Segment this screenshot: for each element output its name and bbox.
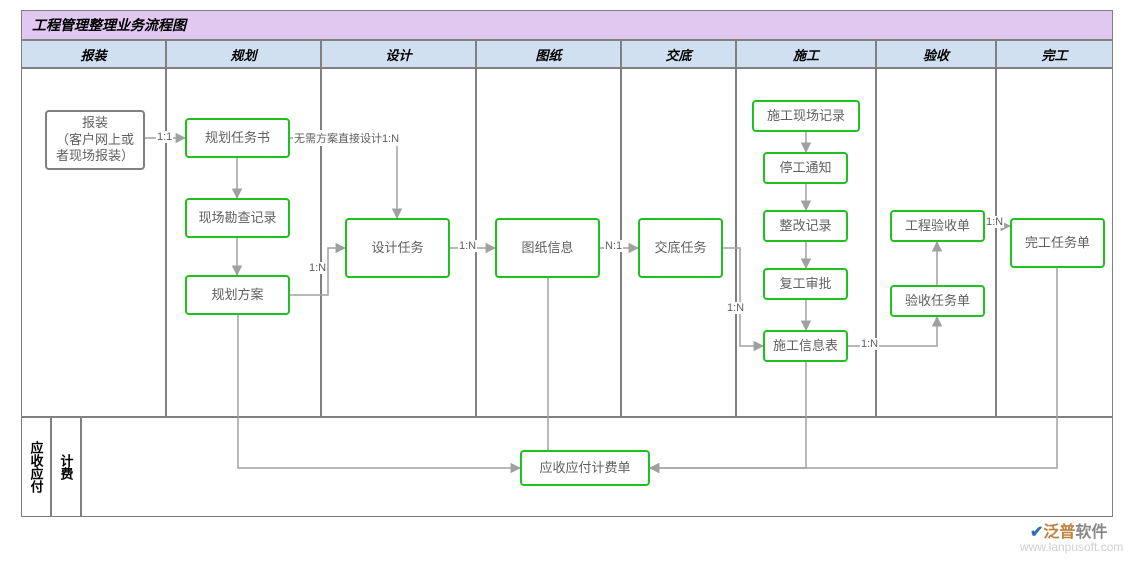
edge-label: 1:N xyxy=(985,216,1004,228)
lane-header-baozhuang: 报装 xyxy=(21,40,166,68)
lane-header-sheji: 设计 xyxy=(321,40,476,68)
node-n_ghfa: 规划方案 xyxy=(185,275,290,315)
edge-label: 1:N xyxy=(308,262,327,274)
edge-label: N:1 xyxy=(604,240,623,252)
node-n_ysrw: 验收任务单 xyxy=(890,285,985,317)
vheader-jifei: 计费 xyxy=(51,417,81,517)
node-n_tzxx: 图纸信息 xyxy=(495,218,600,278)
brand-logo: ✔泛普软件 xyxy=(1030,518,1107,542)
edge-label: 1:N xyxy=(726,302,745,314)
node-n_wgrw: 完工任务单 xyxy=(1010,218,1105,268)
lane-header-shigong: 施工 xyxy=(736,40,876,68)
lane-header-wangong: 完工 xyxy=(996,40,1113,68)
lane-header-guihua: 规划 xyxy=(166,40,321,68)
vheader-ysyf: 应收应付 xyxy=(21,417,51,517)
node-n_jfd: 应收应付计费单 xyxy=(520,450,650,486)
watermark-text: www.lanpusoft.com xyxy=(1020,540,1123,554)
lane-body-yanshou xyxy=(876,68,996,417)
edge-label: 1:N xyxy=(860,338,879,350)
edge-label: 1:N xyxy=(458,240,477,252)
node-n_zgjl: 整改记录 xyxy=(763,210,848,242)
edge-label: 1:1 xyxy=(156,131,173,143)
diagram-title: 工程管理整理业务流程图 xyxy=(21,10,1113,40)
node-n_ghrw: 规划任务书 xyxy=(185,118,290,158)
node-n_sgxc: 施工现场记录 xyxy=(752,100,860,132)
lane-header-jiaodi: 交底 xyxy=(621,40,736,68)
node-n_sgxxb: 施工信息表 xyxy=(763,330,848,362)
node-n_bz: 报装 （客户网上或者现场报装） xyxy=(45,110,145,170)
node-n_tgtz: 停工通知 xyxy=(763,152,848,184)
lane-header-yanshou: 验收 xyxy=(876,40,996,68)
node-n_fgsp: 复工审批 xyxy=(763,268,848,300)
node-n_xckc: 现场勘查记录 xyxy=(185,198,290,238)
node-n_sjrw: 设计任务 xyxy=(345,218,450,278)
lane-header-tuzhi: 图纸 xyxy=(476,40,621,68)
flowchart-diagram: 工程管理整理业务流程图 报装规划设计图纸交底施工验收完工 应收应付计费 报装 （… xyxy=(0,0,1133,561)
node-n_gcys: 工程验收单 xyxy=(890,210,985,242)
edge-label: 无需方案直接设计1:N xyxy=(293,130,400,146)
node-n_jdrw: 交底任务 xyxy=(638,218,723,278)
